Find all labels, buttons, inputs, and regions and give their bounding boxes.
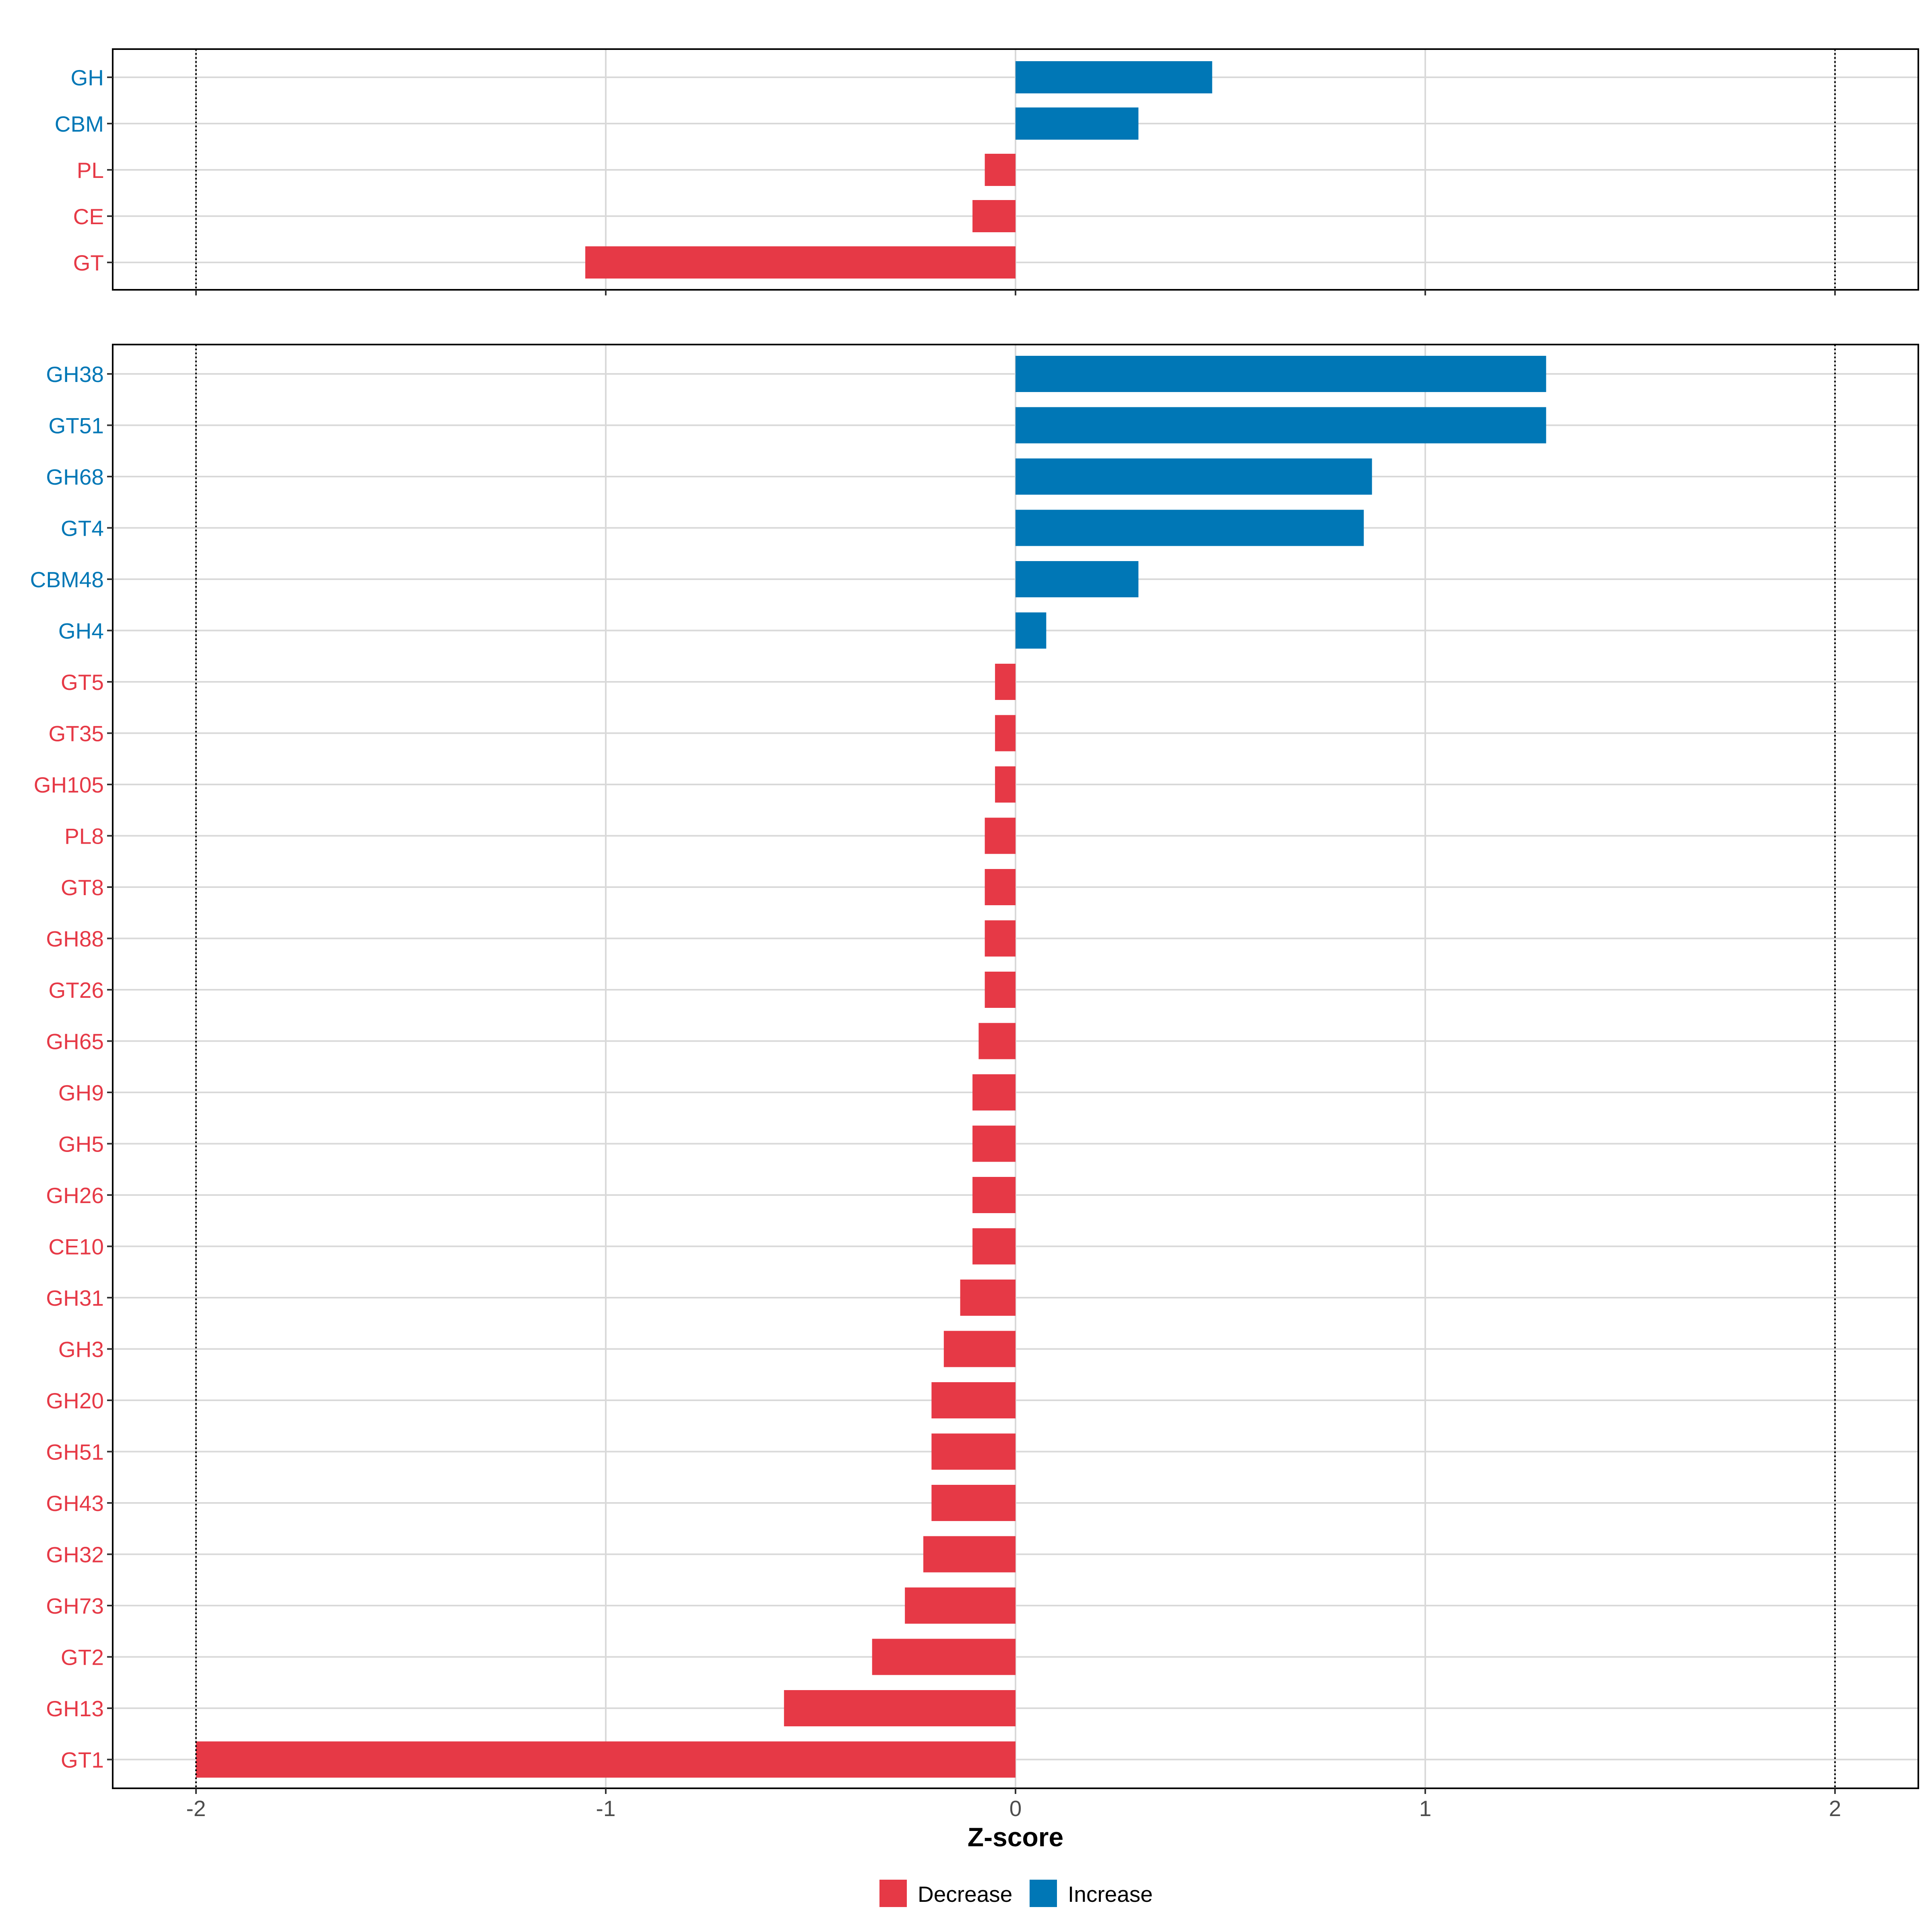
category-label: GT5	[61, 670, 104, 695]
category-label: GH73	[46, 1593, 104, 1618]
x-tick-label: -1	[596, 1796, 616, 1821]
bar-cbm	[1016, 107, 1139, 140]
x-tick-label: -2	[186, 1796, 206, 1821]
category-label: GT	[73, 250, 104, 275]
legend-label-decrease: Decrease	[918, 1882, 1012, 1907]
category-label: GH9	[58, 1080, 104, 1105]
bar-gh31	[960, 1280, 1016, 1316]
category-label: GH105	[34, 772, 104, 797]
category-label: GH26	[46, 1183, 104, 1208]
bar-gt51	[1016, 407, 1546, 444]
bar-gh38	[1016, 356, 1546, 392]
bar-gt8	[985, 869, 1016, 905]
category-label: GT26	[48, 978, 104, 1003]
category-label: GH43	[46, 1491, 104, 1516]
bar-gh32	[923, 1536, 1016, 1573]
bar-gh105	[995, 766, 1016, 803]
category-label: GH31	[46, 1286, 104, 1311]
category-label: GH	[71, 65, 104, 90]
category-label: GH4	[58, 619, 104, 644]
bar-gh65	[978, 1023, 1016, 1059]
category-label: GH13	[46, 1696, 104, 1721]
bar-gh13	[784, 1690, 1016, 1726]
bar-gt2	[872, 1639, 1016, 1675]
legend-key-decrease	[879, 1880, 907, 1907]
bar-gh73	[905, 1587, 1016, 1624]
category-label: GH3	[58, 1337, 104, 1362]
category-label: GH51	[46, 1440, 104, 1465]
category-label: CBM48	[30, 567, 104, 592]
category-label: GT35	[48, 721, 104, 746]
bar-gt26	[985, 972, 1016, 1008]
bar-gh26	[972, 1177, 1016, 1213]
category-label: GH88	[46, 927, 104, 952]
top-panel: GH CBM PL CE GT	[55, 48, 1919, 291]
bar-gh68	[1016, 458, 1372, 495]
legend-key-increase	[1030, 1880, 1057, 1907]
x-tick-label: 2	[1829, 1796, 1841, 1821]
bar-gt5	[995, 664, 1016, 700]
category-label: CE	[73, 204, 104, 229]
category-label: GT1	[61, 1748, 104, 1773]
bar-cbm48	[1016, 561, 1139, 597]
category-label: GH65	[46, 1029, 104, 1054]
bar-ce10	[972, 1228, 1016, 1265]
bar-gt35	[995, 715, 1016, 751]
category-label: GH32	[46, 1542, 104, 1567]
legend: Decrease Increase	[879, 1880, 1153, 1907]
category-label: PL8	[64, 824, 104, 849]
bar-gt1	[196, 1741, 1016, 1778]
bar-ce	[972, 200, 1016, 232]
bar-pl	[985, 154, 1016, 186]
category-label: PL	[77, 158, 104, 183]
bar-gh	[1016, 61, 1212, 93]
bar-gt	[585, 246, 1016, 279]
x-axis-title: Z-score	[968, 1822, 1063, 1852]
top-panel-x-ticks	[195, 290, 1836, 295]
category-label: GT51	[48, 413, 104, 438]
bar-gh5	[972, 1125, 1016, 1162]
category-label: CE10	[48, 1234, 104, 1259]
legend-label-increase: Increase	[1068, 1882, 1153, 1907]
category-label: GH5	[58, 1132, 104, 1157]
category-label: GH20	[46, 1388, 104, 1413]
bottom-panel: GH38 GT51 GH68 GT4 CBM48 GH4 GT5 GT35 GH105 PL8 GT…	[30, 344, 1919, 1789]
x-tick-label: 1	[1419, 1796, 1432, 1821]
category-label: GH38	[46, 362, 104, 387]
bar-pl8	[985, 817, 1016, 854]
bar-gh51	[931, 1433, 1016, 1470]
category-label: GT4	[61, 516, 104, 541]
bar-gt4	[1016, 510, 1364, 546]
bar-gh43	[931, 1485, 1016, 1521]
bar-gh4	[1016, 612, 1046, 649]
category-label: CBM	[55, 111, 104, 136]
category-label: GT8	[61, 875, 104, 900]
x-tick-label: 0	[1009, 1796, 1022, 1821]
category-label: GT2	[61, 1645, 104, 1670]
bar-gh88	[985, 920, 1016, 957]
bar-gh3	[943, 1331, 1016, 1367]
x-axis: -2 -1 0 1 2	[186, 1788, 1841, 1821]
bar-gh20	[931, 1382, 1016, 1418]
category-label: GH68	[46, 464, 104, 489]
bar-gh9	[972, 1074, 1016, 1110]
